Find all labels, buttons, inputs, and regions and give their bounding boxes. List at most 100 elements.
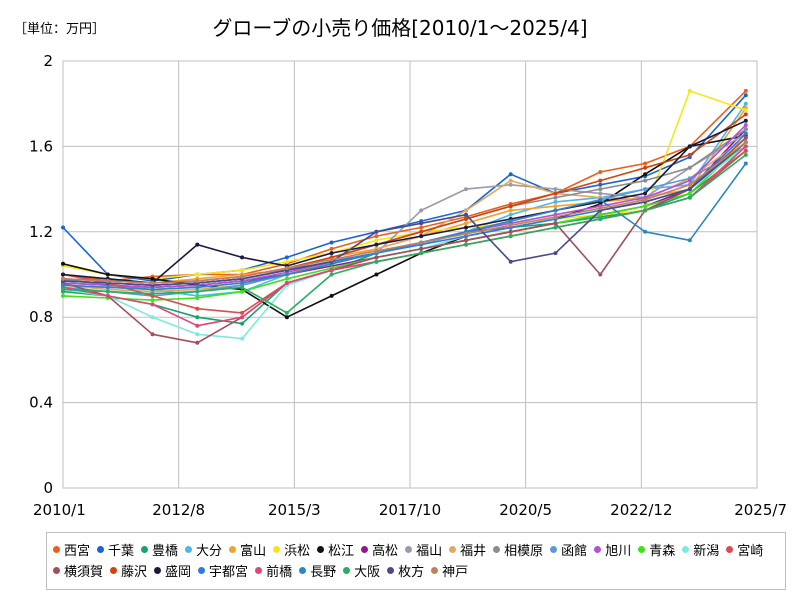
legend-item: 大分 xyxy=(185,539,222,560)
data-point xyxy=(61,283,65,288)
data-point xyxy=(195,289,200,294)
y-tick-label: 1.6 xyxy=(29,137,53,155)
data-point xyxy=(643,197,648,202)
legend-label: 西宮 xyxy=(64,544,91,559)
legend-label: 神戸 xyxy=(442,565,469,580)
data-point xyxy=(61,287,65,292)
data-point xyxy=(687,195,692,200)
data-point xyxy=(553,199,558,204)
data-point xyxy=(598,187,603,192)
legend-label: 宮崎 xyxy=(737,544,764,559)
data-point xyxy=(687,178,692,183)
data-point xyxy=(374,255,379,260)
data-point xyxy=(419,240,424,245)
data-point xyxy=(553,187,558,192)
legend-marker-icon xyxy=(53,567,60,574)
data-point xyxy=(105,293,110,298)
data-point xyxy=(374,249,379,253)
data-point xyxy=(687,88,692,93)
data-point xyxy=(419,234,424,239)
data-point xyxy=(105,272,110,277)
data-point xyxy=(508,208,513,213)
data-point xyxy=(240,255,245,260)
data-point xyxy=(553,191,558,196)
data-point xyxy=(553,225,558,230)
data-point xyxy=(195,323,200,328)
legend-marker-icon xyxy=(449,546,457,553)
legend-item: 旭川 xyxy=(594,539,631,560)
data-point xyxy=(240,321,245,326)
legend-marker-icon xyxy=(198,567,206,574)
legend-label: 松江 xyxy=(328,544,355,559)
legend-marker-icon xyxy=(141,546,149,553)
data-point xyxy=(150,291,155,296)
data-point xyxy=(419,246,424,251)
data-point xyxy=(61,276,65,281)
data-point xyxy=(743,88,748,93)
legend-marker-icon xyxy=(229,546,237,553)
series-line xyxy=(62,141,747,286)
chart-title: グローブの小売り価格[2010/1～2025/4] xyxy=(212,16,588,40)
legend-marker-icon xyxy=(361,546,369,553)
data-point xyxy=(464,225,468,230)
data-point xyxy=(329,257,334,262)
y-tick-label: 0.8 xyxy=(29,308,53,326)
y-tick-label: 0.4 xyxy=(29,394,53,412)
legend-item: 神戸 xyxy=(431,560,468,581)
data-point xyxy=(508,259,513,264)
legend-marker-icon xyxy=(317,546,325,553)
data-point xyxy=(643,229,648,234)
legend-label: 浜松 xyxy=(284,544,311,559)
data-point xyxy=(508,204,513,209)
legend-item: 西宮 xyxy=(53,539,90,560)
legend-item: 千葉 xyxy=(97,539,134,560)
data-point xyxy=(598,272,603,277)
data-point xyxy=(419,225,424,230)
line-chart: 0 0.4 0.8 1.2 1.6 2 2010/1 2012/8 2015/3 2017/10 2… xyxy=(29,52,787,519)
data-point xyxy=(687,187,692,192)
data-point xyxy=(743,118,748,123)
data-point xyxy=(743,112,748,117)
data-point xyxy=(598,191,603,196)
data-point xyxy=(553,208,558,213)
legend-marker-icon xyxy=(431,567,439,574)
legend-marker-icon xyxy=(97,546,105,553)
data-point xyxy=(150,302,155,307)
data-point xyxy=(419,208,424,213)
legend-marker-icon xyxy=(53,546,60,553)
legend-label: 大阪 xyxy=(354,565,381,580)
data-point xyxy=(329,240,334,245)
data-point xyxy=(508,172,513,177)
legend-marker-icon xyxy=(154,567,162,574)
data-point xyxy=(743,93,748,98)
data-point xyxy=(464,212,468,217)
data-point xyxy=(374,259,379,264)
legend-label: 豊橋 xyxy=(152,544,179,559)
legend-label: 相模原 xyxy=(504,544,544,559)
data-point xyxy=(329,246,334,251)
data-point xyxy=(150,332,155,337)
legend-marker-icon xyxy=(273,546,281,553)
legend-item: 大阪 xyxy=(343,560,380,581)
legend-label: 新潟 xyxy=(693,544,720,559)
data-point xyxy=(464,221,468,226)
legend-label: 福山 xyxy=(416,544,443,559)
legend-item: 松江 xyxy=(317,539,354,560)
series-18 xyxy=(61,118,748,285)
data-point xyxy=(374,234,379,239)
data-point xyxy=(374,272,379,277)
legend-item: 相模原 xyxy=(493,539,543,560)
data-point xyxy=(240,289,245,294)
data-point xyxy=(743,161,748,166)
data-point xyxy=(553,204,558,209)
data-point xyxy=(195,285,200,290)
legend-marker-icon xyxy=(550,546,558,553)
series-24 xyxy=(61,140,748,285)
legend-label: 宇都宮 xyxy=(209,565,249,580)
legend-label: 高松 xyxy=(372,544,399,559)
data-point xyxy=(598,182,603,187)
legend-item: 富山 xyxy=(229,539,266,560)
legend-marker-icon xyxy=(682,546,690,553)
legend-label: 福井 xyxy=(460,544,487,559)
data-point xyxy=(150,276,155,281)
